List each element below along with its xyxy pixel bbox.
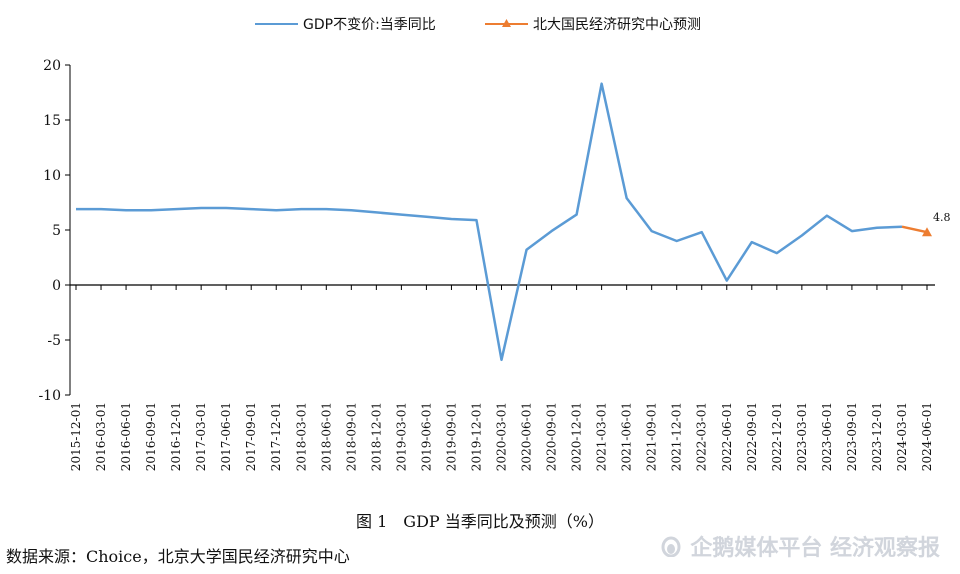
y-tick-label: 10 <box>43 168 61 184</box>
x-tick-label: 2021-09-01 <box>645 402 659 471</box>
x-tick-label: 2022-03-01 <box>695 402 709 471</box>
y-tick-label: 5 <box>52 223 61 239</box>
x-tick-label: 2019-12-01 <box>469 402 483 471</box>
x-tick-label: 2021-12-01 <box>670 402 684 471</box>
y-tick-label: 0 <box>52 278 61 294</box>
watermark: 企鹅媒体平台 经济观察报 <box>658 530 940 562</box>
x-tick-label: 2015-12-01 <box>69 402 83 471</box>
x-tick-label: 2018-12-01 <box>369 402 383 471</box>
x-tick-label: 2017-12-01 <box>269 402 283 471</box>
y-tick-label: -10 <box>38 388 61 404</box>
x-tick-label: 2021-06-01 <box>620 402 634 471</box>
x-tick-label: 2024-03-01 <box>895 402 909 471</box>
x-tick-label: 2022-12-01 <box>770 402 784 471</box>
x-tick-label: 2017-06-01 <box>219 402 233 471</box>
series-line-0 <box>76 82 903 362</box>
legend-triangle-marker <box>502 19 511 27</box>
y-tick-label: 20 <box>43 58 61 74</box>
x-tick-label: 2018-09-01 <box>344 402 358 471</box>
y-axis: -10 -5 0 5 10 15 20 <box>38 58 71 404</box>
x-tick-label: 2016-09-01 <box>144 402 158 471</box>
data-label-layer: 4.8 <box>933 211 951 224</box>
x-tick-label: 2019-03-01 <box>394 402 408 471</box>
x-tick-label: 2016-12-01 <box>169 402 183 471</box>
legend-label-gdp: GDP不变价:当季同比 <box>303 17 436 33</box>
x-tick-label: 2020-12-01 <box>570 402 584 471</box>
x-tick-label: 2017-09-01 <box>244 402 258 471</box>
x-tick-label: 2022-06-01 <box>720 402 734 471</box>
x-tick-label: 2024-06-01 <box>920 402 934 471</box>
figure-caption: 图 1 GDP 当季同比及预测（%） <box>356 512 604 531</box>
watermark-text: 企鹅媒体平台 经济观察报 <box>690 536 940 561</box>
x-tick-label: 2017-03-01 <box>194 402 208 471</box>
x-tick-label: 2023-03-01 <box>795 402 809 471</box>
x-tick-label: 2022-09-01 <box>745 402 759 471</box>
x-tick-label: 2016-06-01 <box>119 402 133 471</box>
x-tick-label: 2021-03-01 <box>595 402 609 471</box>
penguin-platform-icon <box>661 536 681 557</box>
x-axis: 2015-12-01 2016-03-01 2016-06-01 2016-09-01… <box>69 284 935 471</box>
source-note: 数据来源：Choice，北京大学国民经济研究中心 <box>6 547 350 566</box>
x-tick-label: 2018-03-01 <box>294 402 308 471</box>
legend: GDP不变价:当季同比 北大国民经济研究中心预测 <box>255 17 701 33</box>
y-tick-label: -5 <box>47 333 61 349</box>
x-tick-label: 2020-03-01 <box>495 402 509 471</box>
data-label: 4.8 <box>933 211 951 224</box>
x-tick-label: 2023-12-01 <box>870 402 884 471</box>
x-tick-label: 2023-09-01 <box>845 402 859 471</box>
x-tick-label: 2016-03-01 <box>94 402 108 471</box>
x-tick-label: 2020-09-01 <box>545 402 559 471</box>
series-layer <box>76 82 932 362</box>
x-tick-label: 2019-09-01 <box>444 402 458 471</box>
forecast-point <box>922 227 932 237</box>
x-tick-label: 2023-06-01 <box>820 402 834 471</box>
x-tick-label: 2018-06-01 <box>319 402 333 471</box>
x-tick-label: 2019-06-01 <box>419 402 433 471</box>
y-tick-label: 15 <box>43 113 61 129</box>
gdp-line-chart: GDP不变价:当季同比 北大国民经济研究中心预测 -10 -5 0 5 10 15 20 2… <box>38 17 951 471</box>
legend-label-forecast: 北大国民经济研究中心预测 <box>533 17 701 33</box>
series-line-1 <box>901 225 928 234</box>
x-tick-label: 2020-06-01 <box>520 402 534 471</box>
